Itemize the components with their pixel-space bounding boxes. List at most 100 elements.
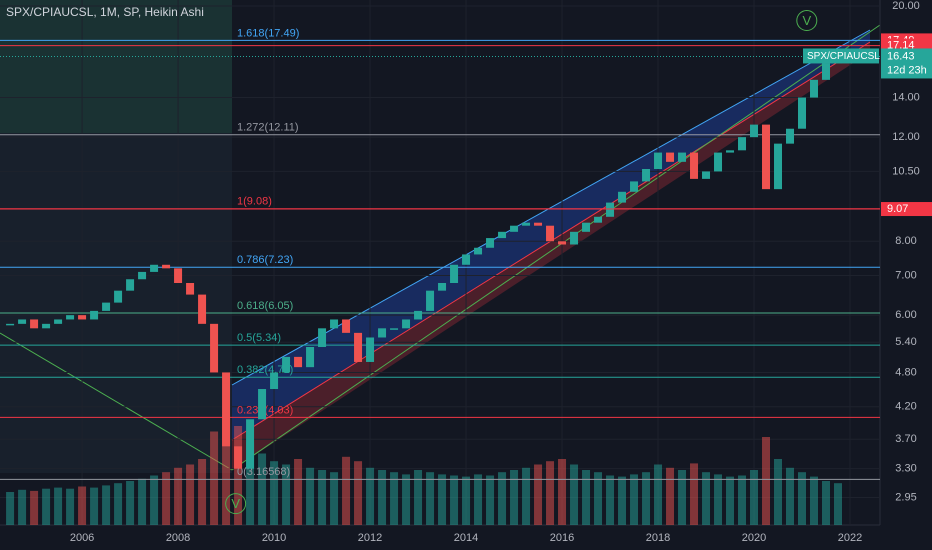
y-tick-label: 3.30 [895, 463, 916, 475]
candle-body [774, 143, 783, 190]
candle-body [318, 328, 327, 348]
volume-bar [342, 456, 351, 525]
volume-bar [438, 474, 447, 525]
candle-body [366, 337, 375, 362]
price-badge-label: 9.07 [887, 203, 908, 215]
candle-body [714, 152, 723, 172]
candle-body [522, 222, 531, 226]
volume-bar [546, 461, 555, 525]
volume-bar [618, 476, 627, 525]
channel-lower [232, 42, 870, 470]
volume-bar [30, 490, 39, 525]
fib-label: 0.786(7.23) [237, 254, 293, 266]
volume-bar [258, 453, 267, 525]
volume-bar [402, 474, 411, 525]
volume-bar [174, 467, 183, 525]
volume-bar [78, 486, 87, 525]
price-badge [881, 202, 932, 217]
volume-bar [678, 470, 687, 525]
volume-bar [702, 472, 711, 525]
volume-bar [186, 464, 195, 525]
fib-zone [0, 133, 232, 473]
candle-body [102, 302, 111, 311]
volume-bar [426, 472, 435, 525]
candle-body [546, 225, 555, 242]
y-tick-label: 14.00 [892, 91, 920, 103]
candle-body [486, 238, 495, 248]
candle-body [630, 181, 639, 192]
y-tick-label: 7.00 [895, 269, 916, 281]
candle-body [666, 152, 675, 162]
volume-bar [18, 489, 27, 525]
candle-body [582, 222, 591, 232]
volume-bar [366, 467, 375, 525]
candle-body [594, 216, 603, 223]
candle-body [510, 225, 519, 232]
candle-body [750, 124, 759, 138]
candle-body [282, 356, 291, 373]
volume-bar [150, 475, 159, 525]
candle-body [222, 372, 231, 447]
candle-body [474, 247, 483, 255]
volume-bar [102, 485, 111, 525]
volume-bar [510, 470, 519, 525]
candle-body [234, 446, 243, 469]
volume-bar [654, 464, 663, 525]
y-tick-label: 4.80 [895, 366, 916, 378]
price-badge [881, 48, 932, 79]
candle-body [246, 419, 255, 469]
volume-bar [486, 475, 495, 525]
volume-bar [462, 476, 471, 525]
candle-body [174, 268, 183, 284]
candle-body [258, 389, 267, 420]
volume-bar [114, 483, 123, 525]
candle-body [654, 152, 663, 170]
symbol-label: SPX/CPIAUCSL [807, 51, 880, 62]
candle-body [126, 279, 135, 291]
volume-bar [90, 487, 99, 525]
volume-bar [414, 470, 423, 525]
volume-bar [714, 474, 723, 525]
volume-bar [558, 459, 567, 525]
candle-body [762, 124, 771, 190]
fib-label: 0(3.16568) [237, 466, 290, 478]
chart-title: SPX/CPIAUCSL, 1M, SP, Heikin Ashi [6, 5, 204, 19]
candle-body [702, 171, 711, 179]
x-tick-label: 2014 [454, 532, 478, 544]
candle-body [42, 323, 51, 329]
x-tick-label: 2006 [70, 532, 94, 544]
volume-bar [450, 475, 459, 525]
volume-bar [738, 475, 747, 525]
fib-label: 0.618(6.05) [237, 300, 293, 312]
x-tick-label: 2008 [166, 532, 190, 544]
candle-body [54, 319, 63, 324]
volume-bar [210, 431, 219, 525]
candle-body [414, 310, 423, 320]
fib-label: 0.382(4.71) [237, 364, 293, 376]
candles [6, 56, 843, 469]
candle-body [186, 283, 195, 295]
y-tick-label: 6.00 [895, 309, 916, 321]
candle-body [402, 319, 411, 329]
marker-label: V [231, 496, 240, 511]
candle-body [78, 315, 87, 320]
candle-body [570, 231, 579, 245]
volume-bar [66, 488, 75, 525]
volume-bar [666, 467, 675, 525]
y-tick-label: 5.40 [895, 336, 916, 348]
candle-body [30, 319, 39, 329]
volume-bar [594, 472, 603, 525]
volume-bar [582, 470, 591, 525]
fib-label: 1.272(12.11) [237, 122, 299, 134]
fib-label: 1(9.08) [237, 196, 272, 208]
candle-body [738, 137, 747, 151]
candle-body [786, 128, 795, 144]
candle-body [606, 202, 615, 217]
fib-label: 1.618(17.49) [237, 27, 299, 39]
candle-body [198, 294, 207, 324]
volume-bar [534, 464, 543, 525]
volume-bar [762, 437, 771, 525]
volume-bar [690, 463, 699, 525]
candle-body [306, 347, 315, 368]
